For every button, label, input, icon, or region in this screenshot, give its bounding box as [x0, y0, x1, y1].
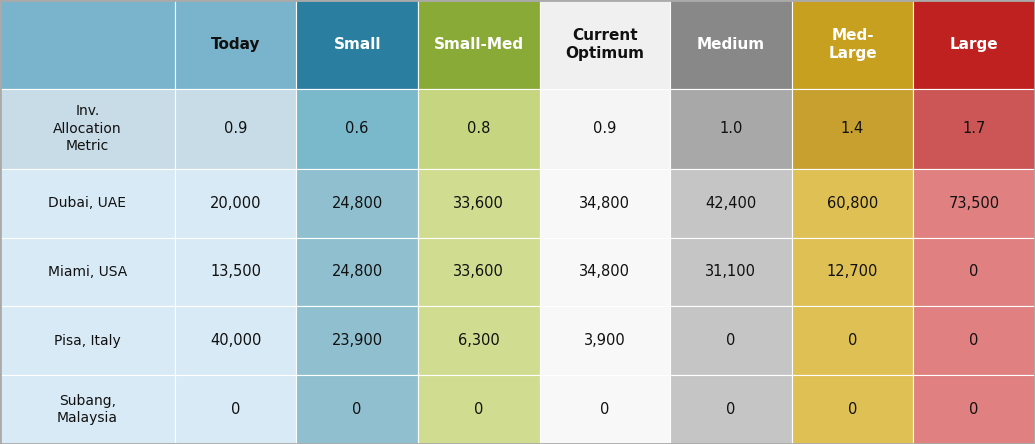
- Bar: [792, 89, 913, 169]
- Bar: [175, 238, 296, 306]
- Text: Pisa, Italy: Pisa, Italy: [54, 334, 121, 348]
- Text: Medium: Medium: [697, 37, 765, 52]
- Text: 0: 0: [848, 402, 857, 417]
- Text: 0.8: 0.8: [467, 121, 491, 136]
- Bar: [670, 0, 792, 89]
- Bar: [539, 375, 670, 444]
- Bar: [913, 169, 1035, 238]
- Bar: [175, 306, 296, 375]
- Text: Subang,
Malaysia: Subang, Malaysia: [57, 394, 118, 425]
- Text: 23,900: 23,900: [331, 333, 383, 348]
- Bar: [296, 375, 418, 444]
- Bar: [670, 375, 792, 444]
- Text: Dubai, UAE: Dubai, UAE: [49, 196, 126, 210]
- Bar: [539, 238, 670, 306]
- Bar: [175, 375, 296, 444]
- Text: 40,000: 40,000: [210, 333, 261, 348]
- Text: Small-Med: Small-Med: [434, 37, 524, 52]
- Bar: [539, 306, 670, 375]
- Bar: [792, 375, 913, 444]
- Bar: [418, 0, 539, 89]
- Bar: [296, 89, 418, 169]
- Bar: [539, 0, 670, 89]
- Bar: [296, 169, 418, 238]
- Bar: [670, 169, 792, 238]
- Bar: [175, 89, 296, 169]
- Bar: [296, 238, 418, 306]
- Bar: [0, 0, 175, 89]
- Text: Med-
Large: Med- Large: [828, 28, 877, 61]
- Text: 20,000: 20,000: [210, 196, 261, 210]
- Text: Miami, USA: Miami, USA: [48, 265, 127, 279]
- Bar: [913, 89, 1035, 169]
- Bar: [175, 0, 296, 89]
- Bar: [792, 169, 913, 238]
- Text: 0: 0: [600, 402, 610, 417]
- Bar: [913, 375, 1035, 444]
- Text: 0.6: 0.6: [346, 121, 368, 136]
- Bar: [175, 169, 296, 238]
- Text: 0: 0: [231, 402, 240, 417]
- Bar: [296, 0, 418, 89]
- Bar: [0, 238, 175, 306]
- Text: 24,800: 24,800: [331, 196, 383, 210]
- Bar: [792, 306, 913, 375]
- Text: 0: 0: [727, 333, 736, 348]
- Text: Inv.
Allocation
Metric: Inv. Allocation Metric: [53, 104, 122, 153]
- Text: 12,700: 12,700: [827, 265, 879, 279]
- Text: Current
Optimum: Current Optimum: [565, 28, 645, 61]
- Text: 1.0: 1.0: [719, 121, 742, 136]
- Bar: [913, 306, 1035, 375]
- Text: 0: 0: [474, 402, 483, 417]
- Text: Large: Large: [950, 37, 999, 52]
- Text: 33,600: 33,600: [453, 196, 504, 210]
- Bar: [792, 238, 913, 306]
- Bar: [539, 169, 670, 238]
- Text: Small: Small: [333, 37, 381, 52]
- Text: 6,300: 6,300: [457, 333, 500, 348]
- Text: 34,800: 34,800: [580, 265, 630, 279]
- Text: 3,900: 3,900: [584, 333, 626, 348]
- Bar: [0, 375, 175, 444]
- Text: 73,500: 73,500: [949, 196, 1000, 210]
- Text: 1.4: 1.4: [840, 121, 864, 136]
- Bar: [418, 89, 539, 169]
- Bar: [418, 306, 539, 375]
- Text: 34,800: 34,800: [580, 196, 630, 210]
- Bar: [0, 89, 175, 169]
- Text: 13,500: 13,500: [210, 265, 261, 279]
- Bar: [539, 89, 670, 169]
- Bar: [913, 238, 1035, 306]
- Bar: [792, 0, 913, 89]
- Bar: [296, 306, 418, 375]
- Text: 42,400: 42,400: [705, 196, 757, 210]
- Text: 0: 0: [848, 333, 857, 348]
- Bar: [913, 0, 1035, 89]
- Bar: [670, 89, 792, 169]
- Text: 0: 0: [970, 402, 979, 417]
- Text: 0: 0: [727, 402, 736, 417]
- Text: 0.9: 0.9: [593, 121, 617, 136]
- Text: 0.9: 0.9: [224, 121, 247, 136]
- Bar: [418, 169, 539, 238]
- Bar: [0, 306, 175, 375]
- Text: Today: Today: [211, 37, 260, 52]
- Text: 1.7: 1.7: [963, 121, 986, 136]
- Text: 0: 0: [970, 333, 979, 348]
- Text: 0: 0: [970, 265, 979, 279]
- Text: 24,800: 24,800: [331, 265, 383, 279]
- Text: 33,600: 33,600: [453, 265, 504, 279]
- Bar: [670, 238, 792, 306]
- Text: 0: 0: [353, 402, 362, 417]
- Bar: [0, 169, 175, 238]
- Text: 31,100: 31,100: [706, 265, 757, 279]
- Bar: [418, 375, 539, 444]
- Bar: [418, 238, 539, 306]
- Bar: [670, 306, 792, 375]
- Text: 60,800: 60,800: [827, 196, 878, 210]
